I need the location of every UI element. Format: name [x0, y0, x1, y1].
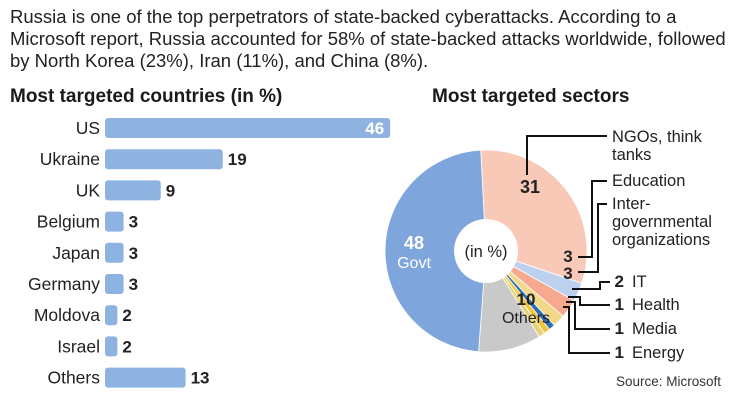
pie-external-label: Health	[632, 296, 680, 314]
bar-value-label: 2	[122, 306, 131, 325]
pie-center-hole	[454, 219, 518, 283]
pie-external-label: governmental	[612, 213, 712, 231]
bar-category-label: Germany	[28, 274, 100, 294]
bar	[105, 180, 161, 201]
pie-center-label: (in %)	[464, 243, 507, 261]
pie-external-label: IT	[632, 273, 647, 291]
bar	[105, 336, 118, 357]
pie-chart-title: Most targeted sectors	[432, 86, 630, 107]
bar	[105, 242, 124, 263]
bar-category-label: Belgium	[37, 212, 100, 232]
leader-line	[568, 296, 610, 306]
bar-value-label: 3	[129, 244, 138, 263]
bar	[105, 367, 186, 388]
pie-value-label: 2	[615, 272, 624, 291]
pie-external-label: NGOs, think	[612, 128, 703, 146]
bar-value-label: 3	[129, 213, 138, 232]
pie-external-label: Inter-	[612, 195, 651, 213]
leader-line	[526, 135, 607, 175]
pie-value-label: 1	[615, 319, 624, 338]
leader-line	[566, 301, 610, 330]
bar-value-label: 3	[129, 275, 138, 294]
source-note: Source: Microsoft	[615, 374, 721, 389]
leader-line	[572, 281, 610, 290]
bar-category-label: Others	[47, 368, 100, 388]
pie-external-label: Education	[612, 172, 685, 190]
bar-value-label: 2	[122, 337, 131, 356]
bar-value-label: 9	[166, 181, 175, 200]
pie-external-label: organizations	[612, 231, 710, 249]
pie-external-label: Media	[632, 320, 678, 338]
leader-line	[563, 306, 610, 354]
bar	[105, 118, 391, 138]
bar-chart-title: Most targeted countries (in %)	[10, 86, 283, 107]
leader-line	[578, 180, 607, 258]
pie-value-label: 1	[615, 295, 624, 314]
bar-category-label: UK	[76, 180, 101, 200]
pie-slice-label: Govt	[397, 255, 431, 272]
intro-text: Russia is one of the top perpetrators of…	[10, 6, 726, 71]
pie-value-label: 1	[615, 343, 624, 362]
bar-category-label: Ukraine	[40, 149, 100, 169]
bar-value-label: 46	[365, 119, 384, 138]
pie-slice-label: Others	[502, 310, 550, 327]
pie-external-label: tanks	[612, 146, 651, 164]
pie-value-label: 3	[563, 247, 572, 266]
bar	[105, 211, 124, 232]
pie-value-label: 31	[520, 177, 540, 197]
pie-slice	[384, 149, 487, 353]
bar-value-label: 13	[191, 369, 210, 388]
leader-line	[578, 203, 607, 273]
bar-category-label: US	[76, 118, 100, 138]
bar	[105, 149, 223, 170]
pie-value-label: 48	[404, 233, 424, 253]
bar	[105, 305, 118, 326]
bar-category-label: Moldova	[34, 305, 100, 325]
bar-category-label: Japan	[52, 243, 100, 263]
pie-value-label: 3	[563, 264, 572, 283]
bar	[105, 274, 124, 294]
pie-value-label: 10	[517, 290, 536, 309]
bar-value-label: 19	[228, 150, 247, 169]
bar-category-label: Israel	[57, 336, 100, 356]
pie-external-label: Energy	[632, 344, 685, 362]
